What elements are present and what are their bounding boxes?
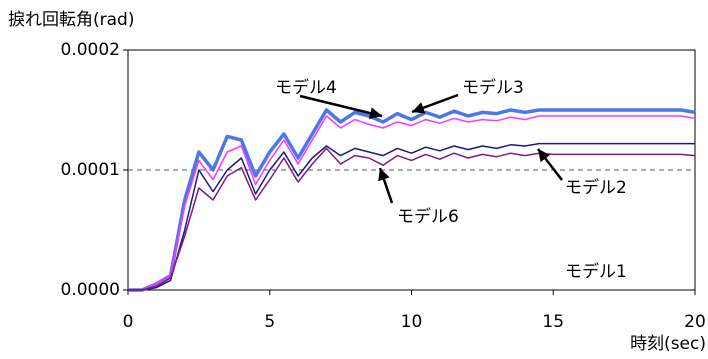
y-tick-label: 0.0000 (61, 280, 120, 300)
x-tick-label: 5 (264, 312, 275, 332)
series-line (128, 108, 696, 292)
x-tick-label: 0 (123, 312, 134, 332)
series-line (128, 142, 695, 291)
series-label: モデル6 (397, 206, 459, 227)
x-axis-title: 時刻(sec) (630, 334, 706, 354)
callout-arrow (299, 94, 383, 118)
x-tick-label: 10 (401, 312, 423, 332)
x-tick-label: 15 (542, 312, 564, 332)
series-label: モデル4 (275, 77, 337, 98)
series-label: モデル2 (565, 177, 627, 198)
callout-arrowhead (412, 102, 426, 114)
series-line (128, 115, 696, 291)
annotation: モデル1 (565, 261, 627, 282)
series-line (128, 147, 696, 291)
y-tick-label: 0.0001 (61, 160, 120, 180)
callout-arrowhead (378, 168, 390, 182)
x-tick-label: 20 (684, 312, 706, 332)
series-label: モデル3 (462, 77, 524, 98)
callout-arrowhead (368, 107, 382, 119)
callout-arrowhead (538, 149, 551, 163)
y-tick-label: 0.0002 (61, 40, 120, 60)
y-axis-title: 捩れ回転角(rad) (8, 10, 134, 30)
